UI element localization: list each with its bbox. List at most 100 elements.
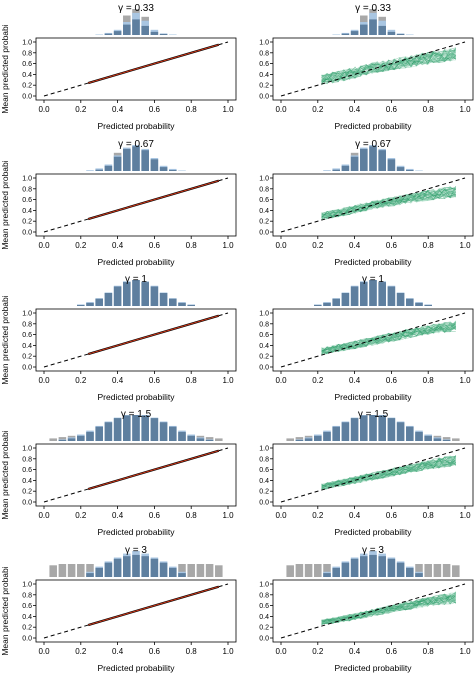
panel-r2-c2: γ = 0.67 0.0 0.2 0.4 0.6 0.8 1.0 0.0 0.2 0.4 0.6 0.…: [259, 139, 474, 267]
calibration-curve: [321, 595, 456, 624]
hist-dark-bar: [123, 282, 131, 306]
hist-dark-bar: [433, 438, 442, 441]
x-tick-label: 0.4: [349, 105, 361, 114]
hist-dark-bar: [187, 435, 195, 441]
calibration-curve: [321, 455, 457, 486]
hist-gray-bar: [187, 564, 195, 577]
calibration-curve: [321, 53, 456, 81]
calibration-curve: [321, 455, 456, 490]
calibration-curve: [321, 322, 456, 353]
calibration-curve: [321, 594, 456, 625]
x-tick-label: 0.6: [149, 376, 161, 385]
y-tick-label: 0.6: [22, 197, 32, 204]
calibration-curve: [321, 51, 456, 84]
calibration-curve: [321, 323, 456, 354]
y-tick-label: 0.8: [259, 592, 269, 599]
calibration-curve: [321, 596, 456, 625]
calibration-curve: [321, 52, 456, 84]
reference-line: [43, 312, 229, 368]
hist-gray-bar: [215, 565, 223, 577]
hist-light-bar: [169, 168, 177, 171]
panel-r4-c1: γ = 1.5 0.0 0.2 0.4 0.6 0.8 1.0 0.0 0.2 0.4 0.6 0.8…: [0, 409, 237, 537]
y-tick-label: 0.2: [259, 625, 269, 632]
hist-gray-bar: [286, 565, 294, 577]
x-tick-label: 0.0: [275, 647, 287, 656]
hist-dark-bar: [187, 304, 195, 306]
hist-dark-bar: [86, 302, 94, 306]
x-tick-label: 0.2: [312, 376, 324, 385]
x-tick-label: 1.0: [459, 241, 471, 250]
fit-line-red: [88, 315, 219, 355]
calibration-curve: [321, 191, 456, 216]
x-tick-label: 0.4: [112, 647, 124, 656]
y-tick-label: 1.0: [259, 582, 269, 589]
calibration-curve: [321, 595, 457, 624]
hist-dark-bar: [360, 415, 368, 441]
hist-dark-bar: [314, 304, 322, 306]
hist-dark-bar: [314, 435, 322, 441]
y-tick-label: 0.4: [259, 614, 269, 621]
panel-title: γ = 0.67: [355, 139, 391, 150]
calibration-curve: [321, 323, 456, 353]
hist-dark-bar: [350, 558, 359, 577]
calibration-curve: [321, 328, 456, 352]
hist-dark-bar: [406, 567, 414, 577]
y-tick-label: 0.4: [259, 343, 269, 350]
calibration-curve: [321, 597, 456, 624]
calibration-curve: [321, 50, 457, 81]
hist-dark-bar: [86, 573, 94, 577]
hist-dark-bar: [378, 150, 386, 171]
x-tick-label: 0.2: [75, 376, 87, 385]
calibration-curve: [321, 596, 456, 623]
hist-dark-bar: [150, 418, 159, 441]
panel-r1-c2: γ = 0.33 0.0 0.2 0.4 0.6 0.8 1.0 0.0 0.2 0.4 0.6 0.…: [259, 3, 474, 131]
hist-dark-bar: [178, 573, 186, 577]
hist-dark-bar: [415, 431, 423, 441]
calibration-curve: [321, 49, 456, 83]
calibration-curve: [321, 459, 456, 488]
hist-gray-bar: [49, 565, 57, 577]
calibration-curve: [321, 322, 456, 353]
hist-dark-bar: [159, 562, 168, 577]
hist-gray-bar: [295, 564, 304, 577]
hist-dark-bar: [369, 415, 377, 441]
calibration-curve: [321, 597, 456, 623]
x-tick-label: 1.0: [222, 105, 234, 114]
calibration-curve: [321, 456, 456, 491]
calibration-curve: [321, 594, 456, 623]
y-tick-label: 1.0: [22, 582, 32, 589]
y-tick-label: 0.8: [259, 186, 269, 193]
calibration-curve: [321, 591, 456, 623]
y-tick-label: 0.8: [22, 456, 32, 463]
calibration-curve: [321, 186, 456, 220]
hist-dark-bar: [360, 556, 368, 577]
calibration-curve: [321, 48, 456, 82]
calibration-curve: [321, 458, 456, 489]
calibration-curve: [321, 457, 456, 489]
x-axis-label: Predicted probability: [334, 527, 412, 537]
x-tick-label: 0.4: [349, 511, 361, 520]
calibration-curve: [321, 459, 456, 487]
y-tick-label: 0.2: [259, 354, 269, 361]
hist-dark-bar: [387, 286, 396, 306]
calibration-curve: [321, 325, 456, 354]
calibration-curve: [321, 596, 456, 624]
calibration-curve: [321, 51, 456, 84]
x-axis-label: Predicted probability: [334, 392, 412, 402]
hist-dark-bar: [360, 282, 368, 306]
calibration-curve: [321, 49, 456, 81]
calibration-curve: [321, 458, 457, 489]
calibration-curve: [321, 323, 456, 355]
y-tick-label: 0.6: [259, 603, 269, 610]
x-tick-label: 0.0: [38, 105, 50, 114]
hist-dark-bar: [406, 169, 414, 171]
y-tick-label: 0.6: [22, 332, 32, 339]
x-tick-label: 1.0: [222, 241, 234, 250]
hist-dark-bar: [350, 156, 359, 171]
calibration-curve: [321, 594, 456, 622]
hist-dark-bar: [169, 169, 177, 171]
y-tick-label: 1.0: [22, 446, 32, 453]
calibration-curve: [321, 321, 456, 352]
calibration-curve: [321, 50, 456, 82]
calibration-curve: [321, 456, 457, 490]
